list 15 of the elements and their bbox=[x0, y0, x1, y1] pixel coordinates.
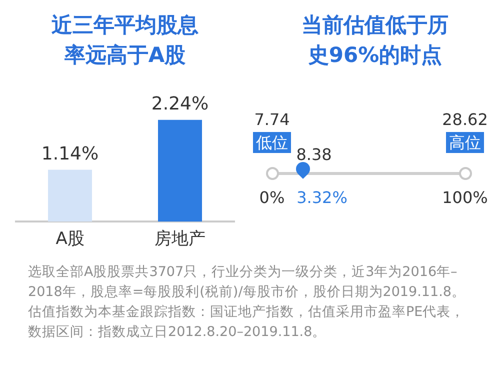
text: 选取全部A股股票共3707只，行业分类为一级分类，近3年为2016年–2018年，股息率=每股股利(税前)/每股市价，股价日期为2019.11.8。估值指数为本基金跟踪指数：国证地产指数，估值采用市盈率PE代表，数据区间：指数成立日2012.8.20–2019.11.8。 bbox=[28, 263, 466, 342]
text: 低位 bbox=[253, 132, 291, 153]
x-tick-label: 房地产 bbox=[154, 229, 206, 250]
text: 0% bbox=[259, 188, 285, 207]
text: 100% bbox=[442, 188, 488, 207]
text: 3.32% bbox=[296, 188, 348, 207]
x-tick-label: A股 bbox=[56, 229, 84, 250]
data-label: 1.14% bbox=[41, 143, 99, 164]
text: 高位 bbox=[446, 132, 484, 153]
text: 8.38 bbox=[296, 145, 332, 164]
data-label: 2.24% bbox=[151, 93, 209, 114]
text: 7.74 bbox=[254, 110, 290, 129]
text: 当前估值低于历史96%的时点 bbox=[300, 12, 450, 69]
text: 28.62 bbox=[442, 110, 488, 129]
chart-title: 近三年平均股息率远高于A股 bbox=[50, 12, 200, 69]
